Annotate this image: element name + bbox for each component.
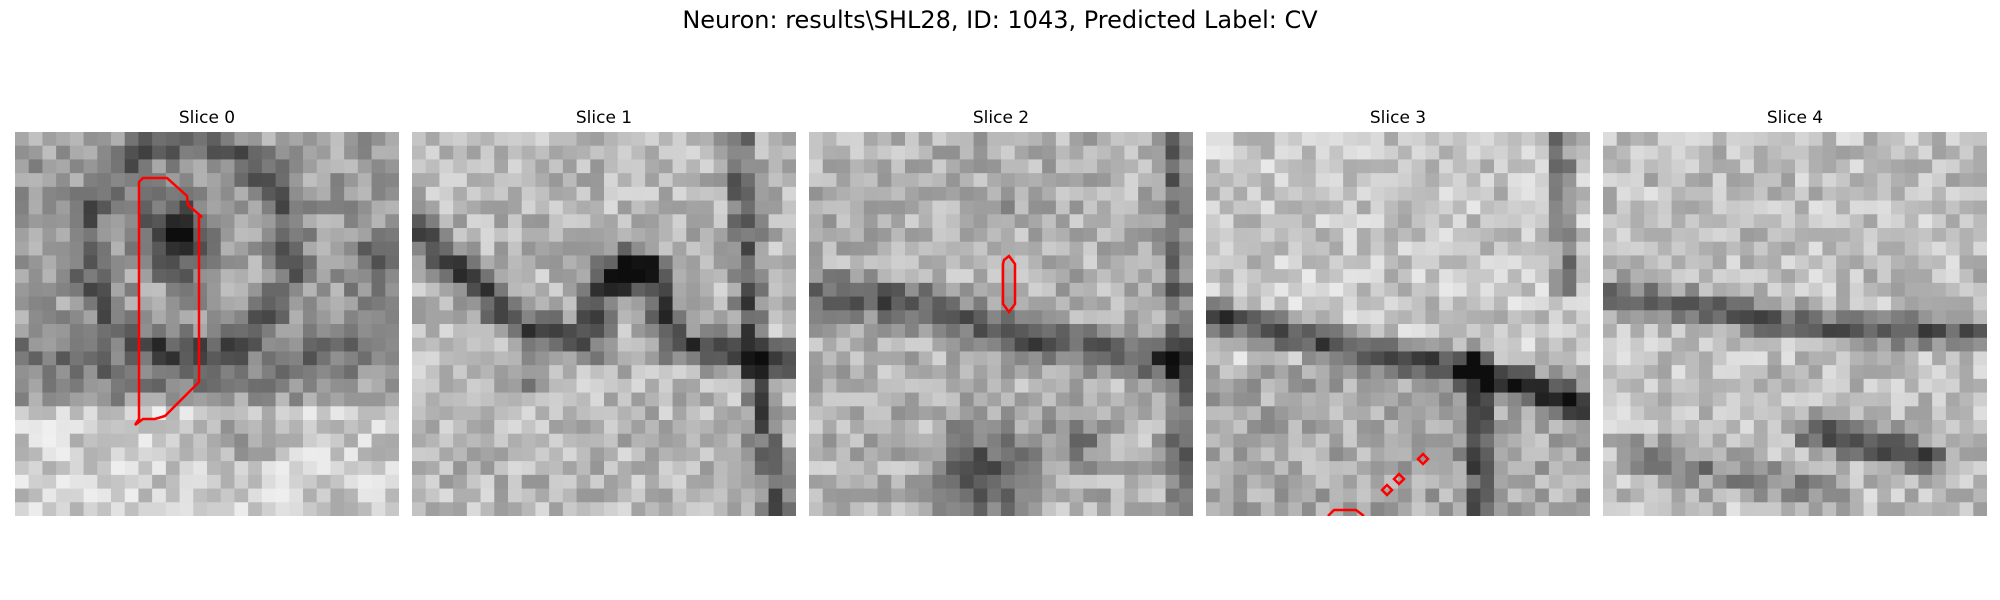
neuron-contour xyxy=(1327,508,1365,516)
slice-panel-1: Slice 1 xyxy=(412,108,796,528)
slice-panel-0: Slice 0 xyxy=(15,108,399,528)
neuron-contour xyxy=(1380,483,1394,497)
slice-panel-3: Slice 3 xyxy=(1206,108,1590,528)
slice-image-4 xyxy=(1603,132,1987,516)
microscopy-grid-3 xyxy=(1206,132,1590,516)
microscopy-grid-2 xyxy=(809,132,1193,516)
slice-panel-4: Slice 4 xyxy=(1603,108,1987,528)
slice-title-4: Slice 4 xyxy=(1766,108,1824,128)
figure-title: Neuron: results\SHL28, ID: 1043, Predict… xyxy=(682,6,1318,34)
slice-image-2 xyxy=(809,132,1193,516)
slice-image-1 xyxy=(412,132,796,516)
slice-image-0 xyxy=(15,132,399,516)
slice-image-3 xyxy=(1206,132,1590,516)
slice-title-3: Slice 3 xyxy=(1369,108,1427,128)
microscopy-grid-0 xyxy=(15,132,399,516)
neuron-contour xyxy=(1416,452,1430,466)
slice-title-2: Slice 2 xyxy=(972,108,1030,128)
slice-title-0: Slice 0 xyxy=(178,108,236,128)
microscopy-grid-1 xyxy=(412,132,796,516)
microscopy-grid-4 xyxy=(1603,132,1987,516)
slice-panel-2: Slice 2 xyxy=(809,108,1193,528)
slice-title-1: Slice 1 xyxy=(575,108,633,128)
neuron-contour xyxy=(1392,472,1406,486)
neuron-contour xyxy=(133,176,203,426)
neuron-contour xyxy=(1001,254,1017,315)
